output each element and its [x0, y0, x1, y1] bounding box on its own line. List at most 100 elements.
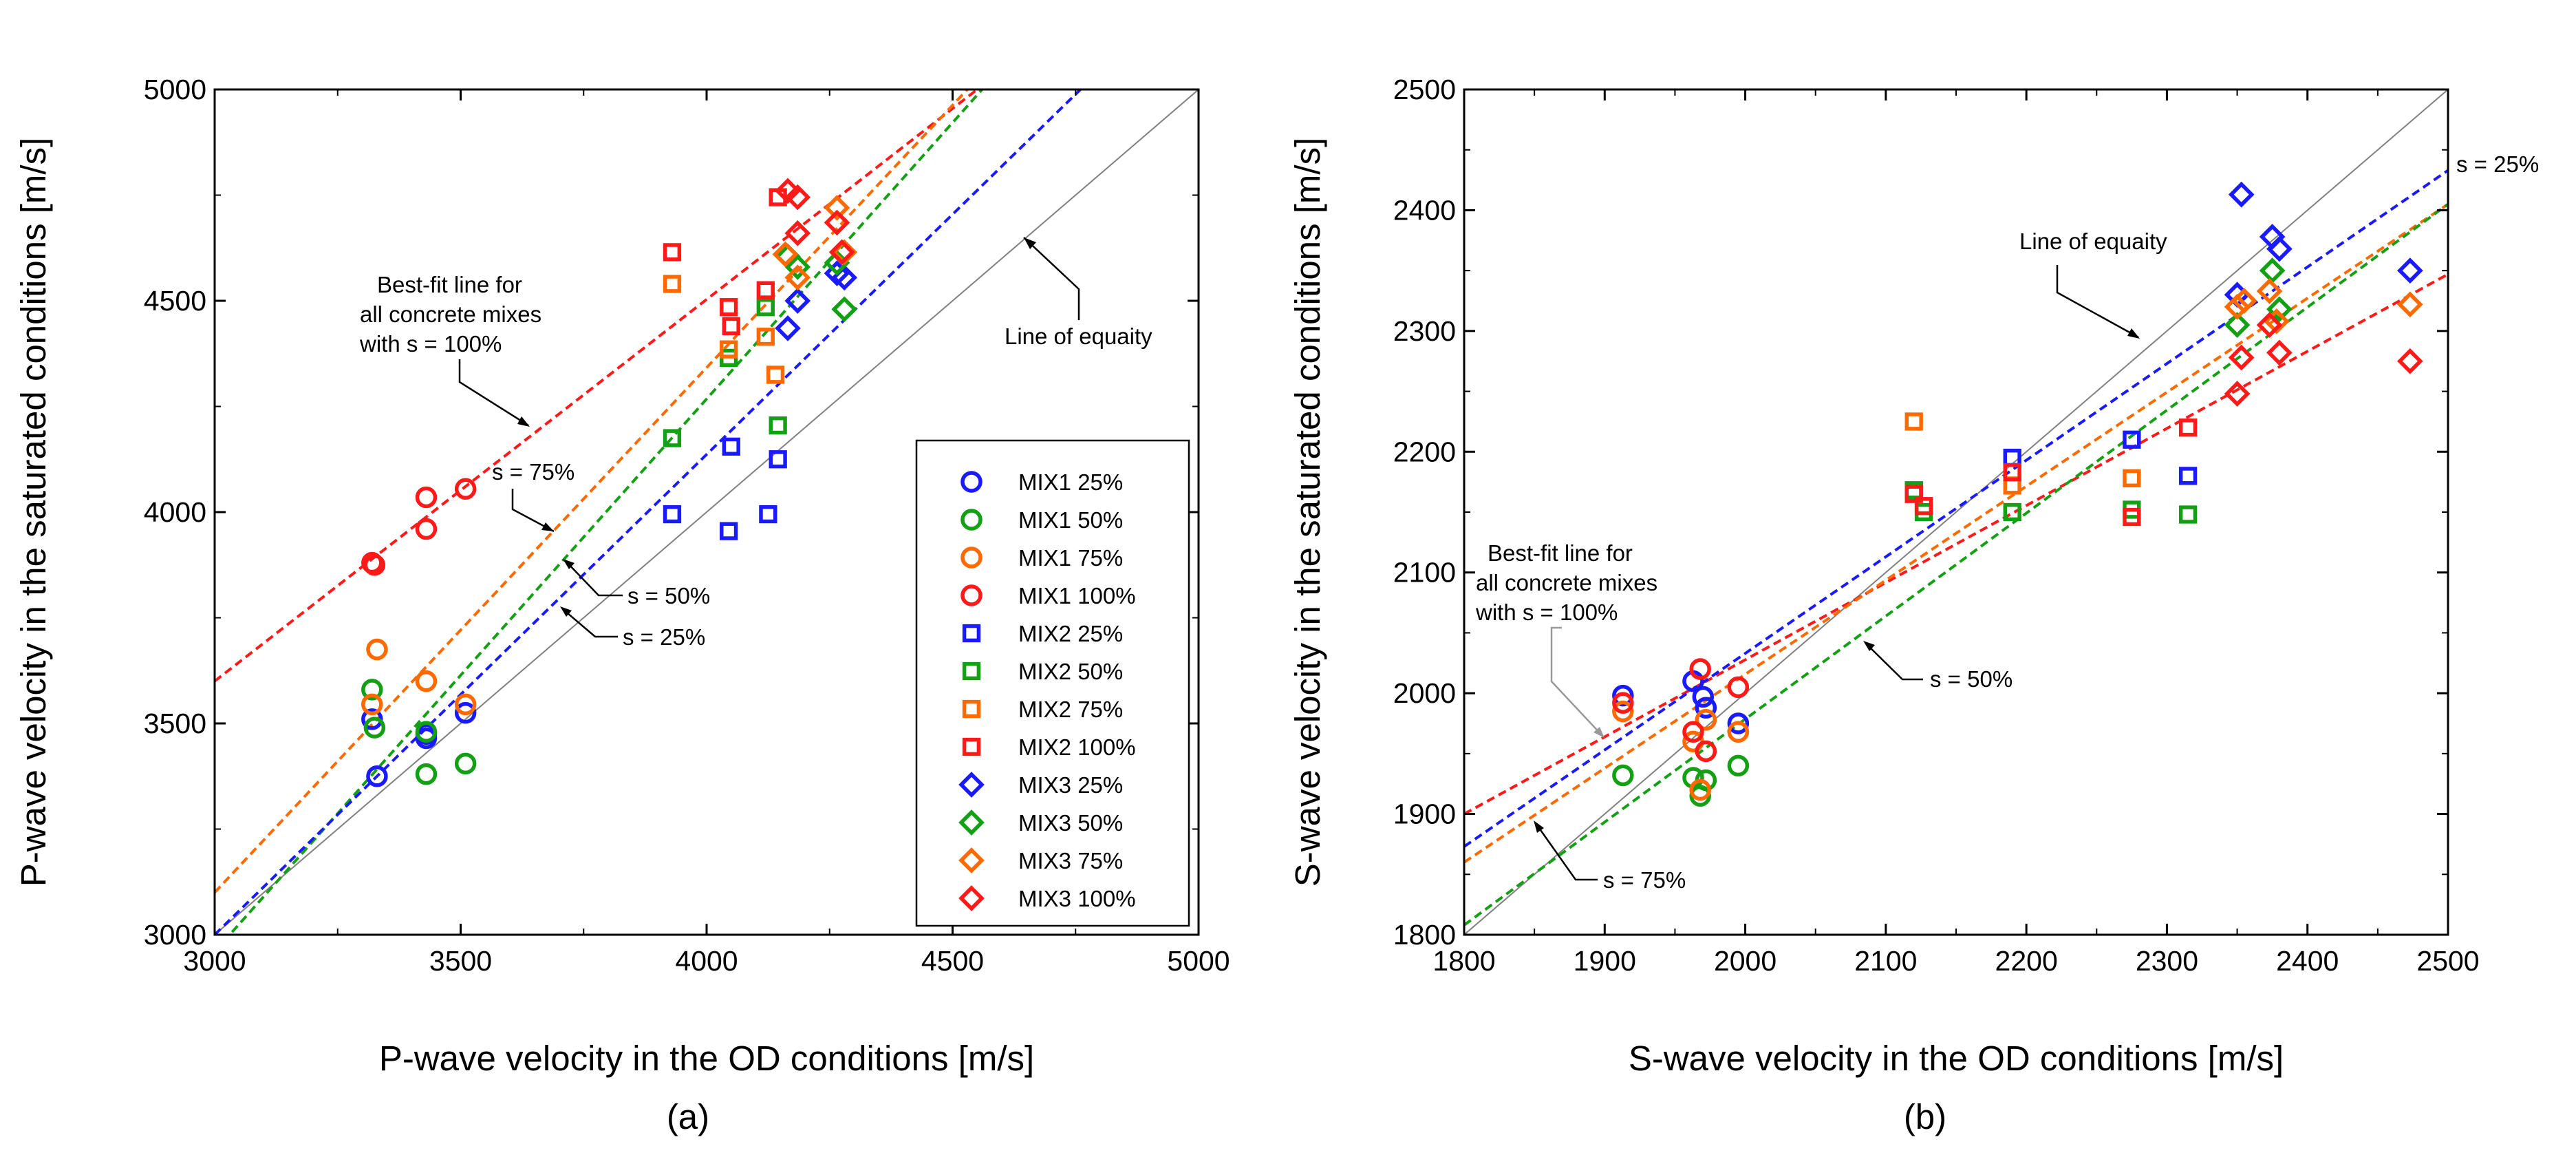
panel-b-y-tick-label: 1900: [1393, 798, 1456, 830]
legend-label: MIX2 50%: [1018, 659, 1123, 684]
panel-b-fit-line-25: [1464, 169, 2448, 848]
panel-b-s50-arrowhead: [1863, 641, 1875, 651]
data-point: [784, 184, 811, 211]
panel-b-series-mix3-50-: [2224, 257, 2293, 338]
data-point: [2397, 348, 2423, 374]
data-point: [784, 264, 811, 291]
data-point: [663, 429, 682, 447]
data-point: [1689, 778, 1711, 801]
panel-b-series-mix2-50-: [1904, 481, 2198, 524]
legend-marker: [958, 847, 985, 873]
data-point: [828, 239, 855, 266]
panel-b-equality-arrowhead: [2127, 328, 2140, 339]
panel-a-series-mix2-75-: [663, 275, 785, 384]
legend-label: MIX3 100%: [1018, 886, 1136, 911]
legend-label: MIX2 75%: [1018, 697, 1123, 722]
data-point: [415, 518, 438, 540]
data-point: [1682, 721, 1704, 743]
data-point: [824, 195, 850, 221]
data-point: [2003, 502, 2021, 522]
panel-a-y-tick-label: 3500: [144, 708, 206, 739]
panel-a-s75-label: s = 75%: [492, 459, 575, 485]
panel-b-bestfit-line3: with s = 100%: [1475, 600, 1618, 625]
data-point: [2003, 463, 2021, 482]
data-point: [2003, 448, 2021, 467]
panel-a-bestfit-arrow: [458, 359, 529, 427]
data-point: [415, 486, 438, 509]
panel-b-s50-label: s = 50%: [1930, 666, 2012, 692]
data-point: [1692, 686, 1715, 708]
data-point: [363, 554, 386, 576]
data-point: [1612, 764, 1634, 787]
data-point: [2263, 308, 2290, 335]
panel-b-s50-arrow: [1865, 643, 1923, 681]
panel-a-fit-line-equality: [215, 89, 1199, 935]
panel-b-y-tick-label: 2100: [1393, 557, 1456, 589]
data-point: [1695, 697, 1717, 719]
panel-b-y-label: S-wave velocity in the saturated conditi…: [1288, 138, 1327, 887]
data-point: [784, 288, 811, 314]
panel-b-series-mix2-100-: [1904, 418, 2198, 527]
data-point: [663, 505, 682, 524]
panel-b-x-tick-label: 2200: [1995, 945, 2058, 977]
panel-b-series-mix1-50-: [1612, 754, 1750, 807]
panel-a-x-tick-label: 4500: [921, 945, 984, 977]
legend-marker: [958, 885, 985, 911]
panel-a-y-label: P-wave velocity in the saturated conditi…: [14, 138, 53, 887]
data-point: [1612, 700, 1634, 723]
data-point: [720, 522, 738, 540]
data-point: [766, 365, 785, 384]
data-point: [2123, 430, 2141, 449]
panel-b-bestfit-arrow: [1550, 626, 1604, 737]
panel-b-s75-label: s = 75%: [1603, 867, 1686, 893]
panel-b-equality-label: Line of equaity: [2019, 229, 2167, 254]
panel-b-x-label: S-wave velocity in the OD conditions [m/…: [1629, 1039, 2284, 1078]
panel-a-series-mix2-25-: [663, 437, 787, 540]
panel-b-fit-lines: [1464, 89, 2448, 935]
data-point: [361, 679, 383, 701]
data-point: [1727, 712, 1750, 734]
panel-a-equality-arrowhead: [1024, 237, 1036, 249]
data-point: [2224, 293, 2251, 320]
panel-b: 1800 1900 2000 2100 2200 2300 2400 2500 1800 1900…: [1288, 74, 2539, 1136]
panel-b-s75-arrowhead: [1534, 820, 1544, 833]
panel-a-annotations: Line of equaity Best-fit line for all co…: [359, 237, 1152, 650]
panel-a-x-tick-label: 3000: [183, 945, 246, 977]
panel-a-series-mix2-100-: [663, 188, 787, 335]
legend-marker: [962, 661, 981, 681]
data-point: [1727, 721, 1750, 743]
panel-a-y-tick-label: 4500: [144, 285, 206, 317]
panel-b-ticks: 1800 1900 2000 2100 2200 2300 2400 2500 1800 1900…: [1393, 74, 2480, 977]
panel-b-equality-arrow: [2056, 265, 2139, 339]
panel-a-s50-arrowhead: [563, 559, 575, 569]
data-point: [2224, 312, 2251, 338]
panel-a-bestfit-line2: all concrete mixes: [360, 301, 541, 327]
data-point: [2231, 288, 2257, 314]
panel-a-fit-line-75: [215, 89, 969, 893]
panel-a: 3000 3500 4000 4500 5000 3000 3500 4000 4500 5000…: [14, 74, 1230, 1136]
panel-a-equality-label: Line of equaity: [1005, 324, 1152, 349]
panel-b-fit-line-equality: [1464, 89, 2448, 935]
data-point: [1727, 676, 1750, 699]
legend-label: MIX2 25%: [1018, 621, 1123, 646]
panel-b-bestfit-line1: Best-fit line for: [1488, 540, 1633, 566]
data-point: [1612, 684, 1634, 707]
panel-a-s50-label: s = 50%: [627, 583, 710, 608]
panel-b-series-mix1-25-: [1612, 670, 1750, 734]
data-point: [663, 243, 682, 262]
data-point: [769, 416, 787, 435]
panel-a-y-tick-label: 5000: [144, 74, 206, 105]
data-point: [2397, 291, 2423, 318]
data-point: [784, 254, 811, 280]
data-point: [454, 478, 477, 500]
data-point: [415, 763, 438, 785]
panel-a-x-tick-label: 3500: [429, 945, 492, 977]
data-point: [1904, 412, 1923, 431]
panel-a-s50-arrow: [565, 560, 623, 597]
panel-b-x-tick-label: 1800: [1432, 945, 1495, 977]
legend-marker: [958, 809, 985, 836]
data-point: [1695, 708, 1717, 731]
panel-b-s75-arrow: [1534, 823, 1598, 881]
data-point: [2256, 312, 2283, 338]
panel-a-series-mix1-50-: [361, 679, 477, 785]
